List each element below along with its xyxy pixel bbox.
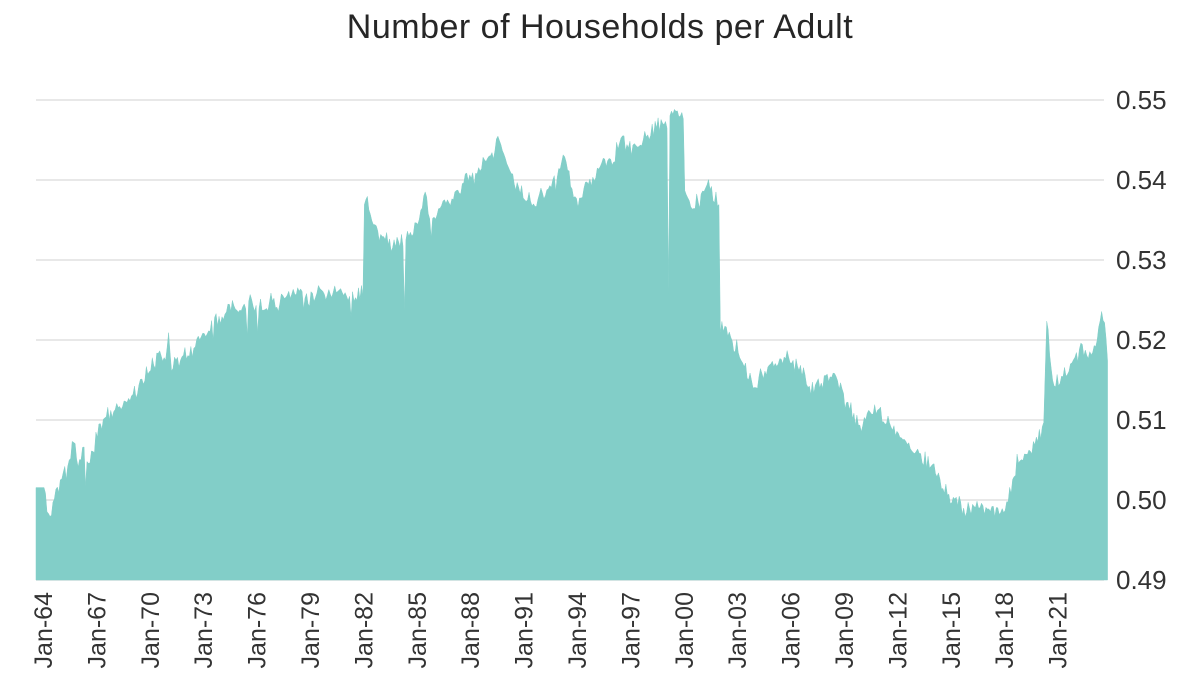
x-axis-label: Jan-18 bbox=[991, 592, 1019, 668]
x-axis-label: Jan-94 bbox=[564, 592, 592, 669]
series-group bbox=[35, 108, 1108, 581]
x-axis-label: Jan-76 bbox=[244, 592, 272, 668]
y-axis-label: 0.53 bbox=[1116, 245, 1167, 275]
area-series bbox=[35, 108, 1108, 581]
x-axis-label: Jan-15 bbox=[938, 592, 966, 668]
x-axis-label: Jan-79 bbox=[297, 592, 325, 668]
y-axis-label: 0.50 bbox=[1116, 485, 1167, 515]
x-axis-label: Jan-12 bbox=[884, 592, 912, 668]
x-axis-label: Jan-70 bbox=[137, 592, 165, 668]
x-axis-label: Jan-85 bbox=[404, 592, 432, 668]
chart-title: Number of Households per Adult bbox=[346, 8, 854, 46]
x-axis-label: Jan-91 bbox=[511, 592, 539, 668]
x-axis-label: Jan-64 bbox=[30, 592, 58, 669]
x-axis-label: Jan-03 bbox=[724, 592, 752, 668]
y-axis-labels-group: 0.49 0.50 0.51 0.52 0.53 0.54 0.55 bbox=[1116, 85, 1167, 595]
x-axis-label: Jan-21 bbox=[1045, 592, 1073, 668]
x-axis-labels-group: Jan-64 Jan-67 Jan-70 Jan-73 Jan-76 Jan-79 Jan-… bbox=[30, 592, 1073, 669]
x-axis-label: Jan-82 bbox=[350, 592, 378, 668]
x-axis-label: Jan-06 bbox=[778, 592, 806, 668]
y-axis-label: 0.51 bbox=[1116, 405, 1167, 435]
y-axis-label: 0.54 bbox=[1116, 165, 1167, 195]
x-axis-label: Jan-73 bbox=[190, 592, 218, 668]
x-axis-label: Jan-67 bbox=[83, 592, 111, 668]
x-axis-label: Jan-88 bbox=[457, 592, 485, 668]
x-axis-label: Jan-09 bbox=[831, 592, 859, 668]
x-axis-label: Jan-00 bbox=[671, 592, 699, 668]
y-axis-label: 0.55 bbox=[1116, 85, 1167, 115]
y-axis-label: 0.49 bbox=[1116, 565, 1167, 595]
x-axis-label: Jan-97 bbox=[617, 592, 645, 668]
y-axis-label: 0.52 bbox=[1116, 325, 1167, 355]
